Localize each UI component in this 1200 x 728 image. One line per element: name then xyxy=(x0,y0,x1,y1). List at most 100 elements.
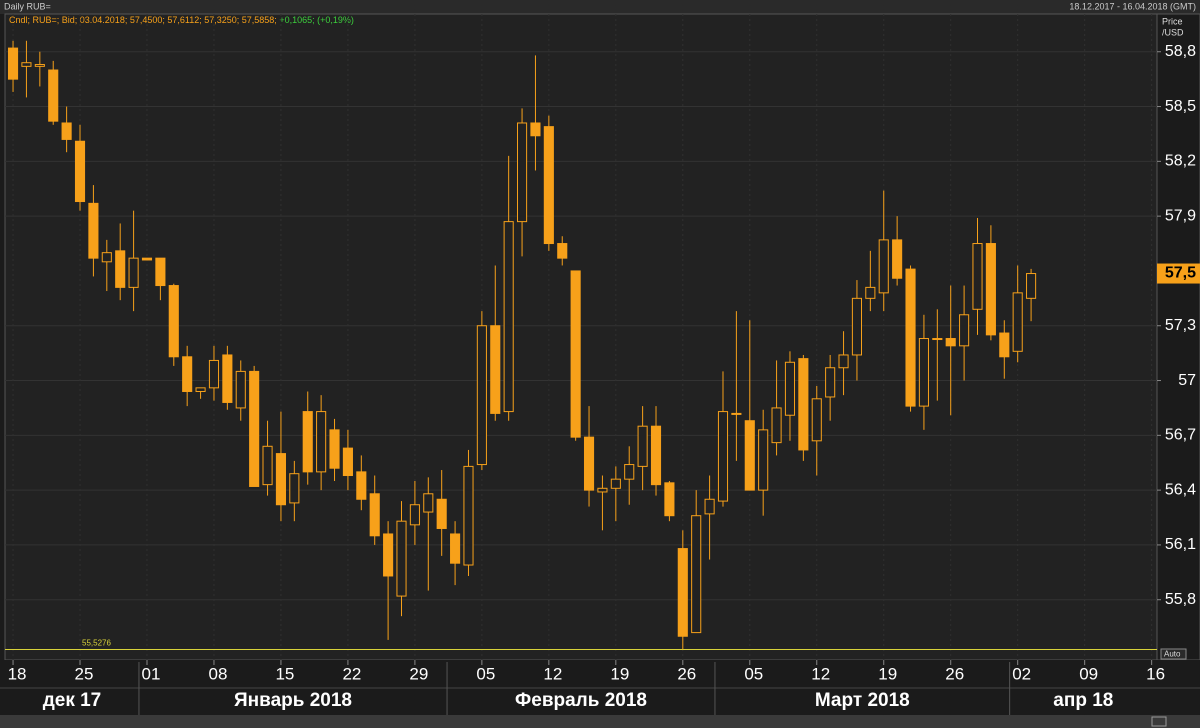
min-line-label: 55,5276 xyxy=(82,639,111,648)
candle-body xyxy=(7,47,19,80)
candle-body xyxy=(704,498,715,515)
last-price-box xyxy=(1157,263,1200,284)
y-tick-label: 58,8 xyxy=(1165,43,1196,60)
x-tick-label: 16 xyxy=(1146,664,1165,683)
x-tick-label: 12 xyxy=(811,664,830,683)
month-label: Январь 2018 xyxy=(234,690,352,711)
x-tick-label: 01 xyxy=(142,664,161,683)
candle-body xyxy=(878,239,889,294)
x-tick-label: 25 xyxy=(75,664,94,683)
candle-body xyxy=(463,465,474,566)
candle-body xyxy=(637,425,648,467)
candle-body xyxy=(490,325,501,414)
candle-body xyxy=(302,411,313,473)
y-tick-label: 57,3 xyxy=(1165,317,1196,334)
candle-body xyxy=(503,221,514,413)
x-tick-label: 15 xyxy=(275,664,294,683)
y-tick-label: 57,9 xyxy=(1165,207,1196,224)
candle-body xyxy=(959,314,970,347)
month-label: Февраль 2018 xyxy=(515,690,647,711)
y-tick-label: 58,5 xyxy=(1165,98,1196,115)
x-tick-label: 08 xyxy=(209,664,228,683)
x-tick-label: 18 xyxy=(8,664,27,683)
candle-body xyxy=(155,257,166,287)
candle-body xyxy=(543,126,554,245)
candle-body xyxy=(34,64,45,67)
y-tick-label: 56,7 xyxy=(1165,427,1196,444)
candle-body xyxy=(342,447,353,477)
candle-body xyxy=(436,498,447,529)
y-tick-label: 55,8 xyxy=(1165,591,1196,608)
info-main: Cndl; RUB=; Bid; 03.04.2018; 57,4500; 57… xyxy=(9,15,277,25)
candle-body xyxy=(851,297,862,356)
x-tick-label: 12 xyxy=(543,664,562,683)
candle-body xyxy=(905,268,916,407)
candle-body xyxy=(235,370,246,409)
candle-body xyxy=(316,411,327,473)
candle-body xyxy=(195,387,206,392)
candle-body xyxy=(664,482,675,517)
y-tick-label: 58,2 xyxy=(1165,153,1196,170)
candle-body xyxy=(557,243,568,259)
candle-body xyxy=(744,420,755,491)
candle-body xyxy=(275,453,286,506)
candle-body xyxy=(610,478,621,489)
candle-body xyxy=(517,122,528,223)
x-tick-label: 19 xyxy=(610,664,629,683)
candle-body xyxy=(811,398,822,442)
candle-body xyxy=(985,243,996,336)
status-bar xyxy=(0,715,1200,728)
candle-body xyxy=(168,285,179,358)
candle-body xyxy=(222,354,233,403)
x-tick-label: 26 xyxy=(677,664,696,683)
month-label: дек 17 xyxy=(43,690,102,711)
candle-body xyxy=(115,250,126,288)
candle-body xyxy=(771,407,782,444)
date-range: 18.12.2017 - 16.04.2018 (GMT) xyxy=(1069,1,1196,11)
candle-body xyxy=(476,325,487,466)
candle-body xyxy=(918,338,929,407)
candle-body xyxy=(865,286,876,299)
candle-body xyxy=(1012,292,1023,352)
x-tick-label: 19 xyxy=(878,664,897,683)
resize-icon[interactable] xyxy=(1151,716,1167,727)
title: Daily RUB= xyxy=(4,1,51,11)
x-tick-label: 26 xyxy=(945,664,964,683)
x-tick-label: 05 xyxy=(744,664,763,683)
title-bar xyxy=(0,0,1200,14)
candle-body xyxy=(249,370,260,487)
candle-body xyxy=(999,332,1010,358)
month-label: Март 2018 xyxy=(815,690,910,711)
candle-body xyxy=(101,252,112,263)
y-tick-label: 56,1 xyxy=(1165,536,1196,553)
candle-body xyxy=(74,140,86,203)
candle-body xyxy=(383,533,394,577)
candle-body xyxy=(570,270,581,438)
scale-mode[interactable]: Auto xyxy=(1164,650,1181,659)
month-label: апр 18 xyxy=(1053,690,1113,711)
candle-body xyxy=(798,358,809,451)
x-tick-label: 02 xyxy=(1012,664,1031,683)
candle-body xyxy=(597,487,608,493)
y-label: /USD xyxy=(1162,27,1184,37)
candle-body xyxy=(583,436,595,491)
candle-body xyxy=(838,354,849,369)
scale-mode-button[interactable] xyxy=(1160,648,1187,660)
candle-body xyxy=(758,429,769,491)
candle-body xyxy=(182,356,193,392)
candle-body xyxy=(48,69,59,122)
y-tick-label: 57 xyxy=(1178,372,1196,389)
candle-body xyxy=(61,122,72,140)
y-label: Price xyxy=(1162,16,1183,26)
candle-body xyxy=(262,445,273,486)
last-price-label: 57,5 xyxy=(1165,265,1196,282)
candle-body xyxy=(1026,273,1037,299)
candle-body xyxy=(784,361,796,416)
candle-body xyxy=(825,367,836,398)
candle-body xyxy=(208,359,220,389)
info-line: Cndl; RUB=; Bid; 03.04.2018; 57,4500; 57… xyxy=(9,15,354,25)
candle-body xyxy=(409,504,420,526)
x-tick-label: 09 xyxy=(1079,664,1098,683)
candle-body xyxy=(530,122,541,137)
